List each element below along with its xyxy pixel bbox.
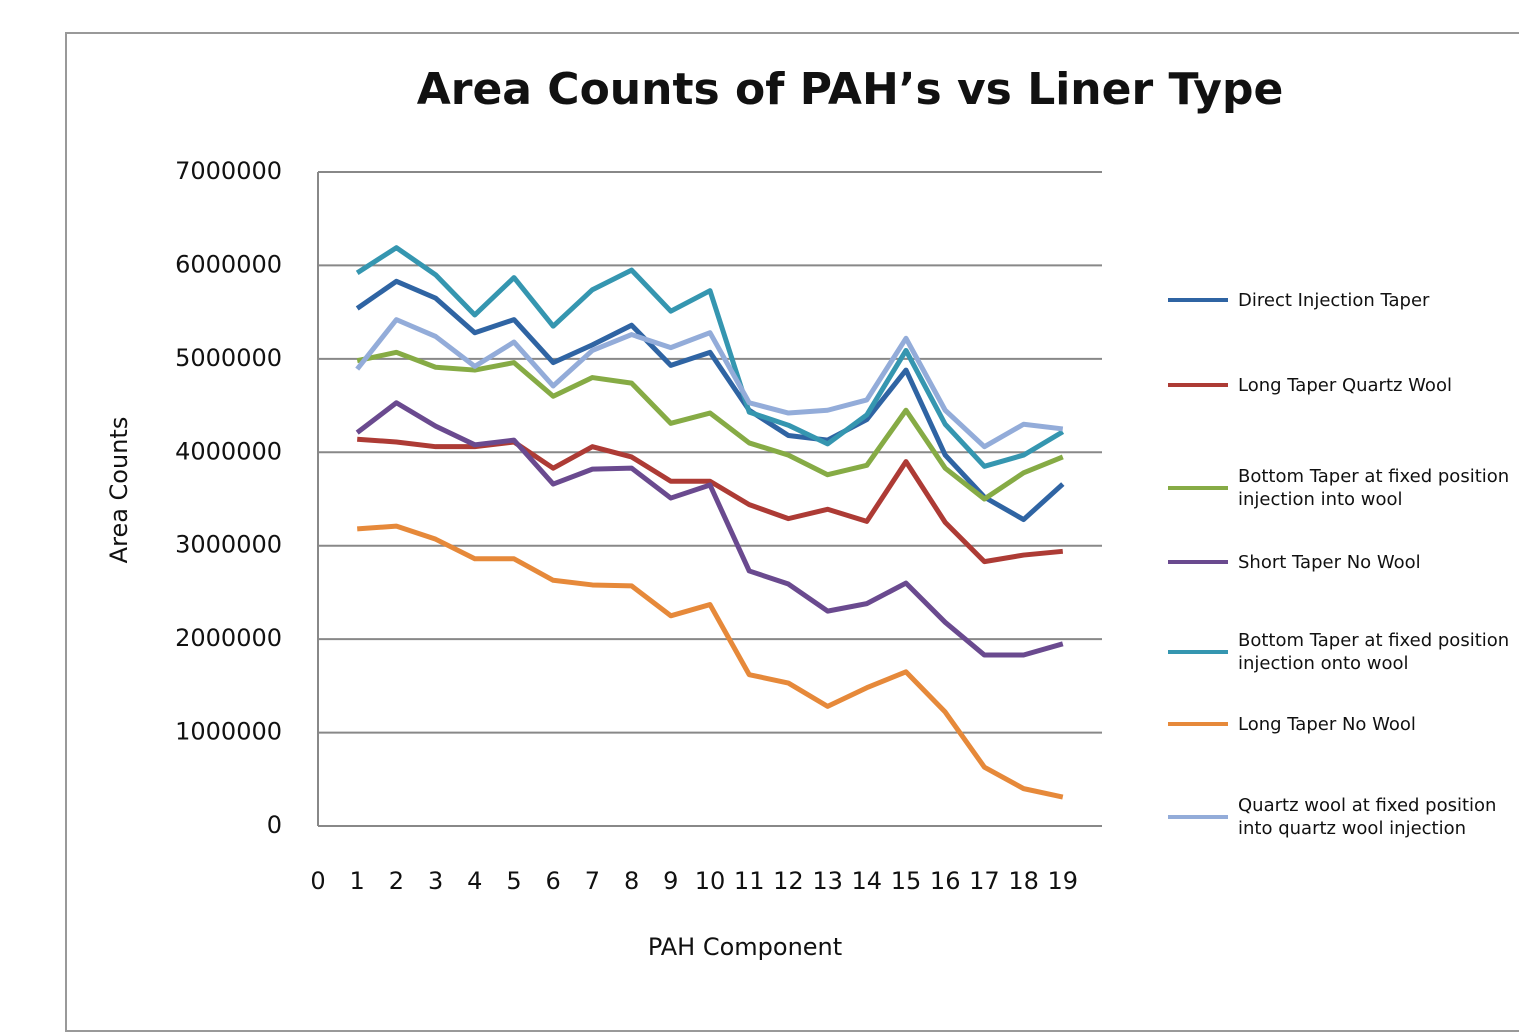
legend-label: Quartz wool at fixed position into quart…	[1238, 795, 1497, 839]
x-tick-label: 6	[546, 867, 561, 895]
y-tick-label: 3000000	[175, 531, 282, 559]
series-line	[357, 523, 1064, 800]
y-axis-label: Area Counts	[105, 417, 133, 564]
x-tick-label: 5	[506, 867, 521, 895]
x-tick-label: 19	[1048, 867, 1079, 895]
legend-swatch	[1168, 815, 1228, 819]
legend-swatch	[1168, 383, 1228, 387]
x-tick-label: 3	[428, 867, 443, 895]
x-tick-label: 14	[852, 867, 883, 895]
x-tick-label: 1	[350, 867, 365, 895]
legend-swatch	[1168, 650, 1228, 654]
legend-item: Bottom Taper at fixed position injection…	[1168, 629, 1519, 675]
x-tick-label: 11	[734, 867, 765, 895]
x-tick-label: 4	[467, 867, 482, 895]
x-tick-label: 7	[585, 867, 600, 895]
y-tick-label: 6000000	[175, 250, 282, 278]
x-tick-label: 0	[310, 867, 325, 895]
legend-swatch	[1168, 298, 1228, 302]
chart: Area Counts of PAH’s vs Liner Type Area …	[105, 64, 1284, 961]
legend-item: Bottom Taper at fixed position injection…	[1168, 465, 1519, 511]
legend-label: Direct Injection Taper	[1238, 289, 1430, 311]
legend-item: Long Taper No Wool	[1168, 713, 1519, 736]
x-tick-label: 12	[773, 867, 804, 895]
legend-label: Long Taper No Wool	[1238, 713, 1416, 735]
y-tick-label: 7000000	[175, 157, 282, 185]
y-tick-label: 2000000	[175, 624, 282, 652]
x-tick-label: 16	[930, 867, 961, 895]
y-tick-label: 5000000	[175, 344, 282, 372]
legend-swatch	[1168, 560, 1228, 564]
series-line	[357, 436, 1064, 565]
legend-item: Direct Injection Taper	[1168, 289, 1519, 312]
page: {"chart_data": {"type": "line", "title":…	[65, 32, 1519, 1032]
legend-label: Bottom Taper at fixed position injection…	[1238, 466, 1510, 510]
legend-item: Short Taper No Wool	[1168, 551, 1519, 574]
legend-item: Quartz wool at fixed position into quart…	[1168, 794, 1519, 840]
x-axis-label: PAH Component	[648, 933, 842, 961]
legend-label: Bottom Taper at fixed position injection…	[1238, 630, 1510, 674]
chart-title: Area Counts of PAH’s vs Liner Type	[417, 64, 1284, 115]
x-tick-label: 10	[695, 867, 726, 895]
x-tick-label: 15	[891, 867, 922, 895]
legend-label: Short Taper No Wool	[1238, 551, 1421, 573]
x-tick-label: 9	[663, 867, 678, 895]
x-tick-label: 2	[389, 867, 404, 895]
legend-swatch	[1168, 486, 1228, 490]
x-tick-label: 17	[969, 867, 1000, 895]
series-line	[355, 278, 1065, 523]
legend-label: Long Taper Quartz Wool	[1238, 374, 1452, 396]
series-line	[355, 245, 1065, 469]
y-tick-label: 4000000	[175, 437, 282, 465]
series-line	[355, 317, 1064, 450]
x-tick-label: 13	[812, 867, 843, 895]
x-tick-label: 18	[1008, 867, 1039, 895]
x-tick-label: 8	[624, 867, 639, 895]
series-line	[355, 400, 1064, 658]
y-tick-label: 1000000	[175, 718, 282, 746]
legend-swatch	[1168, 722, 1228, 726]
legend-item: Long Taper Quartz Wool	[1168, 374, 1519, 397]
y-tick-label: 0	[267, 811, 282, 839]
series-line	[356, 349, 1064, 502]
